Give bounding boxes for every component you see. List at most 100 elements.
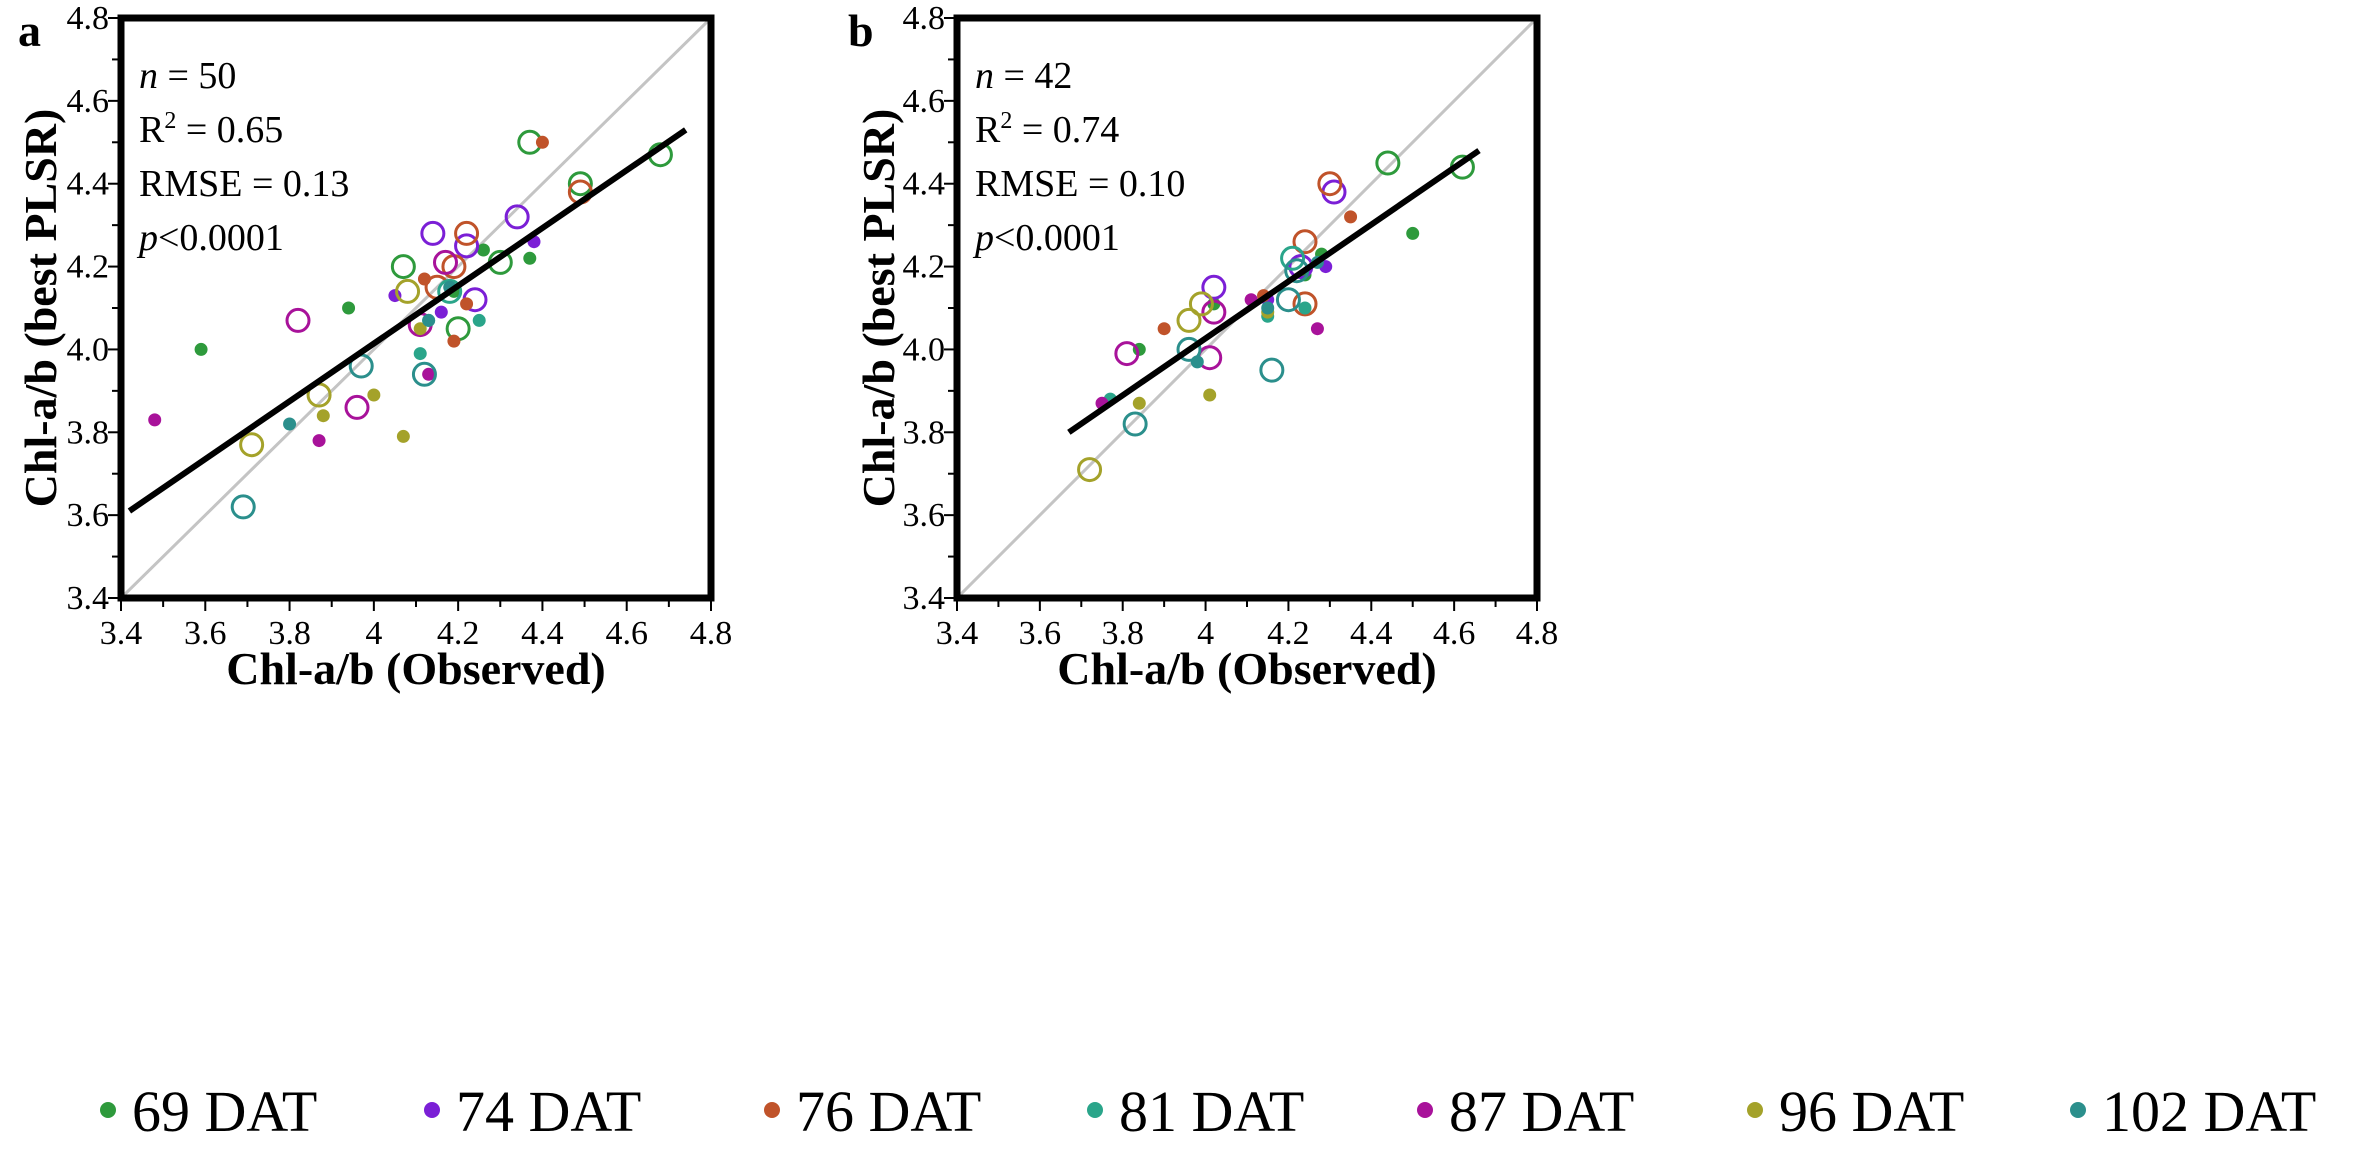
data-point	[1259, 357, 1285, 383]
x-tick-label: 4.2	[437, 615, 480, 652]
stat-rmse: RMSE = 0.10	[975, 163, 1185, 205]
legend-item: 87 DAT	[1417, 1079, 1634, 1144]
legend-item: 76 DAT	[764, 1079, 981, 1144]
y-tick-label: 3.4	[67, 580, 110, 617]
data-point	[535, 135, 549, 149]
legend-marker	[1087, 1102, 1103, 1118]
y-tick-label: 4.2	[903, 249, 946, 286]
x-tick-label: 3.4	[100, 615, 143, 652]
x-tick-label: 4.4	[521, 615, 564, 652]
legend-item: 96 DAT	[1747, 1079, 1964, 1144]
x-axis-label: Chl-a/b (Observed)	[1057, 643, 1437, 694]
legend-label: 74 DAT	[456, 1079, 641, 1144]
y-tick-label: 4.4	[903, 166, 946, 203]
y-tick-label: 4.8	[903, 0, 946, 37]
legend-item: 69 DAT	[100, 1079, 317, 1144]
data-point	[1114, 341, 1140, 367]
data-point	[283, 417, 297, 431]
data-point	[1344, 210, 1358, 224]
data-point	[342, 301, 356, 315]
legend: 69 DAT 74 DAT 76 DAT 81 DAT 87 DAT 96 DAT 102 …	[100, 1079, 2316, 1144]
legend-item: 74 DAT	[424, 1079, 641, 1144]
data-point	[1375, 150, 1401, 176]
legend-marker	[1417, 1102, 1433, 1118]
data-point	[454, 220, 480, 246]
y-axis-label: Chl-a/b (best PLSR)	[853, 109, 904, 508]
x-tick-label: 4	[1197, 615, 1214, 652]
data-point	[413, 347, 427, 361]
data-point	[1157, 322, 1171, 336]
stat-n: n = 50	[139, 55, 236, 97]
data-point	[396, 429, 410, 443]
legend-marker	[1747, 1102, 1763, 1118]
legend-item: 81 DAT	[1087, 1079, 1304, 1144]
data-point	[460, 297, 474, 311]
data-point	[344, 394, 370, 420]
data-point	[1201, 274, 1227, 300]
data-point	[1132, 396, 1146, 410]
data-point	[523, 251, 537, 265]
data-point	[1310, 322, 1324, 336]
data-point	[413, 322, 427, 336]
data-point	[285, 307, 311, 333]
x-tick-label: 4.6	[605, 615, 648, 652]
legend-label: 96 DAT	[1779, 1079, 1964, 1144]
plot-frame	[953, 14, 1541, 602]
data-point	[1122, 411, 1148, 437]
panel-b: 3.43.4 3.6 3.6 3.8 3.8 4 4.0 4.2 4.2 4.4 4.4 4.6 4.6…	[848, 0, 1558, 694]
data-point	[1275, 287, 1301, 313]
legend-item: 102 DAT	[2070, 1079, 2316, 1144]
y-tick-label: 4.0	[903, 331, 946, 368]
y-tick-label: 4.2	[67, 249, 110, 286]
data-point	[1176, 336, 1202, 362]
y-tick-label: 3.8	[67, 414, 110, 451]
data-point	[1292, 229, 1318, 255]
y-tick-label: 4.0	[67, 331, 110, 368]
stat-p: p<0.0001	[972, 217, 1120, 259]
stat-n: n = 42	[975, 55, 1072, 97]
legend-label: 76 DAT	[796, 1079, 981, 1144]
y-tick-label: 3.4	[903, 580, 946, 617]
y-tick-label: 4.6	[67, 83, 110, 120]
legend-marker	[100, 1102, 116, 1118]
data-point	[567, 171, 593, 197]
data-point	[316, 409, 330, 423]
panel-letter: a	[18, 5, 41, 56]
x-tick-label: 3.8	[268, 615, 311, 652]
legend-label: 102 DAT	[2102, 1079, 2316, 1144]
regression-line	[127, 127, 688, 514]
x-tick-label: 3.8	[1101, 615, 1144, 652]
x-tick-label: 4.6	[1433, 615, 1476, 652]
x-tick-label: 3.6	[1019, 615, 1062, 652]
data-point	[454, 233, 480, 259]
data-point	[437, 278, 463, 304]
data-point	[1077, 457, 1103, 483]
y-tick-label: 4.4	[67, 166, 110, 203]
x-tick-label: 4.2	[1267, 615, 1310, 652]
y-tick-label: 4.6	[903, 83, 946, 120]
x-tick-label: 4.8	[1516, 615, 1559, 652]
data-point	[1203, 388, 1217, 402]
data-point	[420, 220, 446, 246]
data-point	[476, 243, 490, 257]
data-point	[312, 434, 326, 448]
panel-letter: b	[848, 5, 874, 56]
data-point	[1292, 291, 1318, 317]
y-tick-label: 3.6	[903, 497, 946, 534]
data-point	[148, 413, 162, 427]
data-point	[472, 313, 486, 327]
data-point	[1188, 291, 1214, 317]
data-point	[422, 367, 436, 381]
x-tick-label: 3.4	[936, 615, 979, 652]
data-point	[1261, 301, 1275, 315]
legend-marker	[2070, 1102, 2086, 1118]
data-point	[395, 278, 421, 304]
x-tick-label: 4	[365, 615, 382, 652]
data-point	[239, 432, 265, 458]
data-point	[1406, 226, 1420, 240]
data-point	[434, 305, 448, 319]
data-point	[230, 494, 256, 520]
x-tick-label: 4.8	[690, 615, 733, 652]
legend-marker	[424, 1102, 440, 1118]
